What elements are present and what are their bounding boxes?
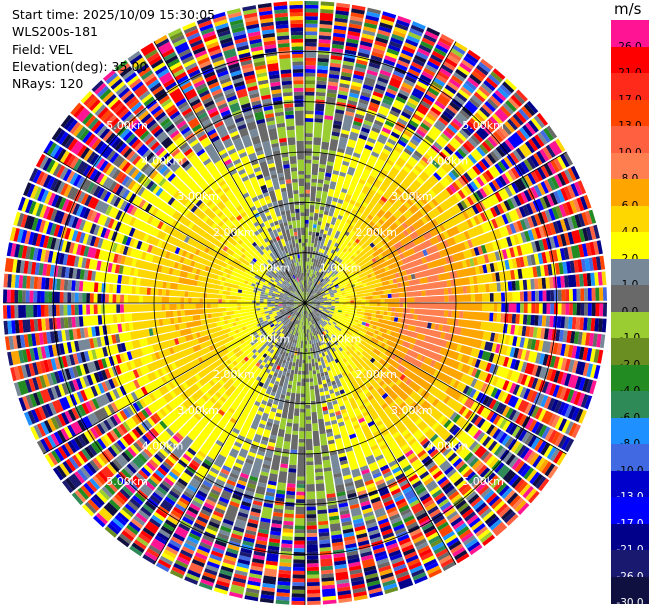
- elevation-text: Elevation(deg): 35.00: [12, 58, 148, 74]
- range-ring-label: 4.00km: [142, 155, 184, 168]
- colorbar-segment: [611, 285, 649, 312]
- azimuth-spokes: [3, 1, 607, 605]
- colorbar-segment: [611, 497, 649, 524]
- colorbar: 26.021.017.013.010.08.06.04.02.01.00.0-1…: [611, 20, 649, 609]
- azimuth-spoke: [304, 302, 567, 455]
- range-ring-label: 4.00km: [427, 439, 469, 452]
- start-time-text: Start time: 2025/10/09 15:30:05: [12, 7, 216, 22]
- colorbar-unit: m/s: [614, 0, 642, 18]
- colorbar-segment: [611, 205, 649, 233]
- azimuth-spoke: [153, 302, 306, 565]
- range-ring-label: 3.00km: [391, 190, 433, 203]
- range-ring-label: 1.00km: [320, 261, 362, 274]
- range-ring-label: 2.00km: [355, 368, 397, 381]
- colorbar-segment: [611, 417, 649, 445]
- nrays-text: NRays: 120: [12, 76, 84, 92]
- range-ring-label: 1.00km: [249, 261, 291, 274]
- range-ring-label: 2.00km: [213, 226, 255, 239]
- velocity-gate-group: [12, 5, 599, 601]
- azimuth-spoke: [304, 41, 457, 304]
- azimuth-spoke: [304, 302, 457, 565]
- colorbar-segment: [611, 20, 649, 47]
- colorbar-segment: [611, 338, 649, 365]
- range-ring-labels: 1.00km 1.00km 1.00km 1.00km 2.00km 2.00km 2.00…: [106, 119, 504, 488]
- range-ring-label: 2.00km: [355, 226, 397, 239]
- range-ring-label: 1.00km: [249, 333, 291, 346]
- range-ring-label: 5.00km: [106, 475, 148, 488]
- colorbar-segment: [611, 73, 649, 100]
- instrument-text: WLS200s-181: [12, 24, 98, 40]
- colorbar-segment: [611, 99, 649, 127]
- velocity-gate-group: [8, 29, 606, 585]
- azimuth-spoke: [43, 302, 306, 455]
- range-ring-label: 3.00km: [177, 404, 219, 417]
- colorbar-segment: [611, 523, 649, 551]
- range-ring-label: 3.00km: [177, 190, 219, 203]
- range-ring-label: 5.00km: [462, 119, 504, 132]
- azimuth-spoke: [43, 151, 306, 304]
- colorbar-segment: [611, 258, 649, 286]
- colorbar-segment: [611, 470, 649, 498]
- colorbar-segment: [611, 550, 649, 577]
- range-ring-label: 1.00km: [320, 333, 362, 346]
- colorbar-segment: [611, 391, 649, 418]
- range-ring-label: 4.00km: [427, 155, 469, 168]
- colorbar-segment: [611, 232, 649, 259]
- colorbar-segment: [611, 152, 649, 180]
- velocity-gate-group: [16, 7, 598, 594]
- colorbar-segment: [611, 364, 649, 392]
- colorbar-segment: [611, 46, 649, 74]
- colorbar-segment: [611, 576, 649, 604]
- range-ring-label: 2.00km: [213, 368, 255, 381]
- azimuth-spoke: [153, 41, 306, 304]
- scan-info: Start time: 2025/10/09 15:30:05 WLS200s-…: [12, 6, 215, 92]
- colorbar-segment: [611, 311, 649, 339]
- velocity-gates: [3, 1, 607, 605]
- range-ring-label: 4.00km: [142, 439, 184, 452]
- colorbar-tick-label: -30.0: [616, 597, 644, 609]
- colorbar-segment: [611, 444, 649, 471]
- colorbar-segment: [611, 179, 649, 206]
- field-text: Field: VEL: [12, 41, 73, 57]
- velocity-gate-group: [33, 8, 538, 595]
- range-ring-label: 3.00km: [391, 404, 433, 417]
- range-ring-label: 5.00km: [106, 119, 148, 132]
- colorbar-segment: [611, 126, 649, 153]
- velocity-gate-group: [9, 1, 607, 566]
- azimuth-spoke: [304, 151, 567, 304]
- range-ring-label: 5.00km: [462, 475, 504, 488]
